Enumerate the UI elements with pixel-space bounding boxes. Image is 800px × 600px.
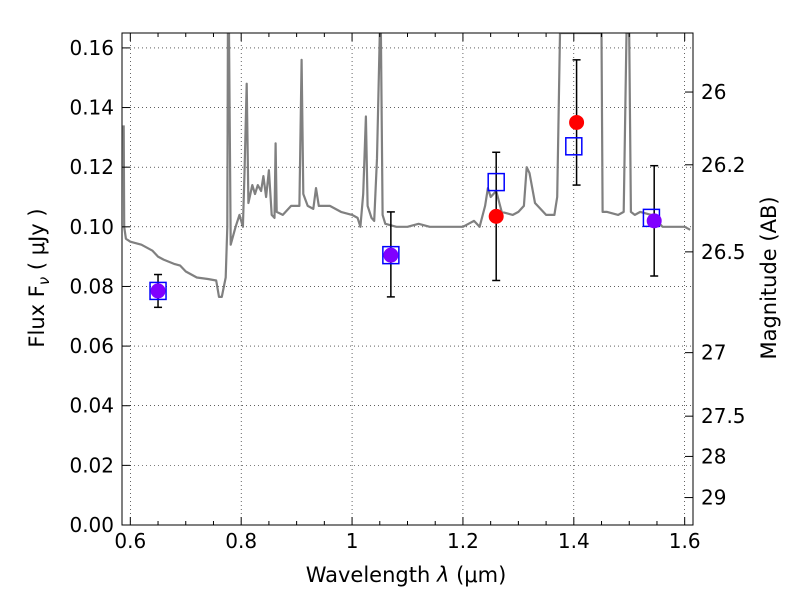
y-tick-label: 0.04 [69,394,114,418]
x-tick-label: 1.2 [447,529,479,553]
right-tick-label: 29 [701,486,726,510]
right-tick-label: 26 [701,80,726,104]
y-tick-label: 0.14 [69,96,114,120]
synthetic-photometry-marker [382,245,400,265]
x-tick-label: 1.4 [558,529,590,553]
y-tick-label: 0.06 [69,334,114,358]
y-tick-label: 0.08 [69,274,114,298]
right-tick-label: 26.2 [701,153,746,177]
y-axis-label-sub: ν [35,277,53,285]
y-tick-label: 0.12 [69,155,114,179]
y-tick-label: 0.00 [69,513,114,537]
y-axis-label-unit: ( μJy ) [25,208,49,276]
right-axis-label: Magnitude (AB) [757,196,781,359]
x-tick-label: 1 [346,529,359,553]
y-axis-label-main: Flux F [25,285,49,347]
plot-area [122,33,691,309]
synthetic-photometry-marker [565,137,583,156]
x-axis-label-main: Wavelength [306,563,437,587]
right-tick-label: 28 [701,444,726,468]
x-tick-label: 0.8 [225,529,257,553]
axes [121,32,694,526]
right-tick-label: 26.5 [701,240,746,264]
observed-photometry-point [150,283,166,299]
y-tick-label: 0.10 [69,215,114,239]
model-spectrum-line [122,33,691,298]
x-tick-label: 0.6 [114,529,146,553]
observed-photometry-point [488,208,504,224]
observed-photometry-point [383,247,399,263]
tick-labels: 0.6 0.8 1 1.2 1.4 1.6 0.00 0.02 0.04 0.06 0.08 0.10… [69,36,745,553]
x-axis-label-symbol: λ [436,563,449,587]
synthetic-photometry-marker [487,172,505,192]
y-axis-label: Flux Fν ( μJy ) [25,208,53,347]
observed-photometry-point [569,114,585,130]
x-axis-label-unit: (μm) [449,563,506,587]
x-tick-label: 1.6 [669,529,701,553]
right-tick-label: 27 [701,341,726,365]
synthetic-photometry-marker [149,281,167,301]
y-tick-label: 0.16 [69,36,114,60]
right-tick-label: 27.5 [701,404,746,428]
y-tick-label: 0.02 [69,453,114,477]
observed-photometry-point [646,213,662,229]
x-axis-label: Wavelength λ (μm) [306,563,507,587]
